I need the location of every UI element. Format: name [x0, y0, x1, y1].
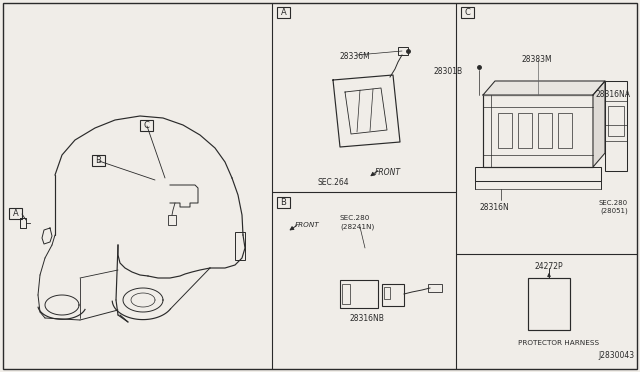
Bar [384, 287, 390, 299]
Polygon shape [483, 81, 605, 95]
Bar [605, 81, 627, 171]
Text: SEC.280: SEC.280 [340, 215, 371, 221]
Text: SEC.280: SEC.280 [599, 200, 628, 206]
Text: B: B [280, 198, 287, 207]
Text: FRONT: FRONT [295, 222, 319, 228]
Bar [342, 284, 350, 304]
Bar [608, 106, 624, 136]
Bar [277, 7, 290, 18]
Bar [558, 113, 572, 148]
Text: 28316NB: 28316NB [350, 314, 385, 323]
Bar [461, 7, 474, 18]
Bar [528, 278, 570, 330]
Text: A: A [13, 209, 19, 218]
Polygon shape [593, 81, 605, 167]
Bar [235, 232, 245, 260]
Bar [483, 95, 593, 167]
Bar [9, 208, 22, 219]
Bar [498, 113, 512, 148]
Text: (28051): (28051) [600, 208, 628, 215]
Text: 28316NA: 28316NA [596, 90, 631, 99]
Bar [538, 113, 552, 148]
Text: A: A [280, 8, 286, 17]
Text: 24272P: 24272P [534, 262, 563, 271]
Bar [168, 215, 176, 225]
Text: 28301B: 28301B [434, 67, 463, 76]
Bar [518, 113, 532, 148]
Bar [398, 47, 408, 55]
Text: C: C [143, 121, 149, 130]
Text: 28336M: 28336M [340, 52, 371, 61]
Bar [428, 284, 442, 292]
Bar [140, 120, 153, 131]
Bar [277, 197, 290, 208]
Bar [475, 167, 601, 181]
Text: C: C [465, 8, 470, 17]
Text: 28316N: 28316N [479, 203, 509, 212]
Text: (28241N): (28241N) [340, 223, 374, 230]
Text: PROTECTOR HARNESS: PROTECTOR HARNESS [518, 340, 599, 346]
Bar [92, 155, 105, 166]
Bar [340, 280, 378, 308]
Text: FRONT: FRONT [375, 168, 401, 177]
Text: SEC.264: SEC.264 [317, 178, 349, 187]
Text: J2830043: J2830043 [599, 351, 635, 360]
Bar [382, 284, 404, 306]
Text: 28383M: 28383M [521, 55, 552, 64]
Text: B: B [95, 156, 101, 165]
